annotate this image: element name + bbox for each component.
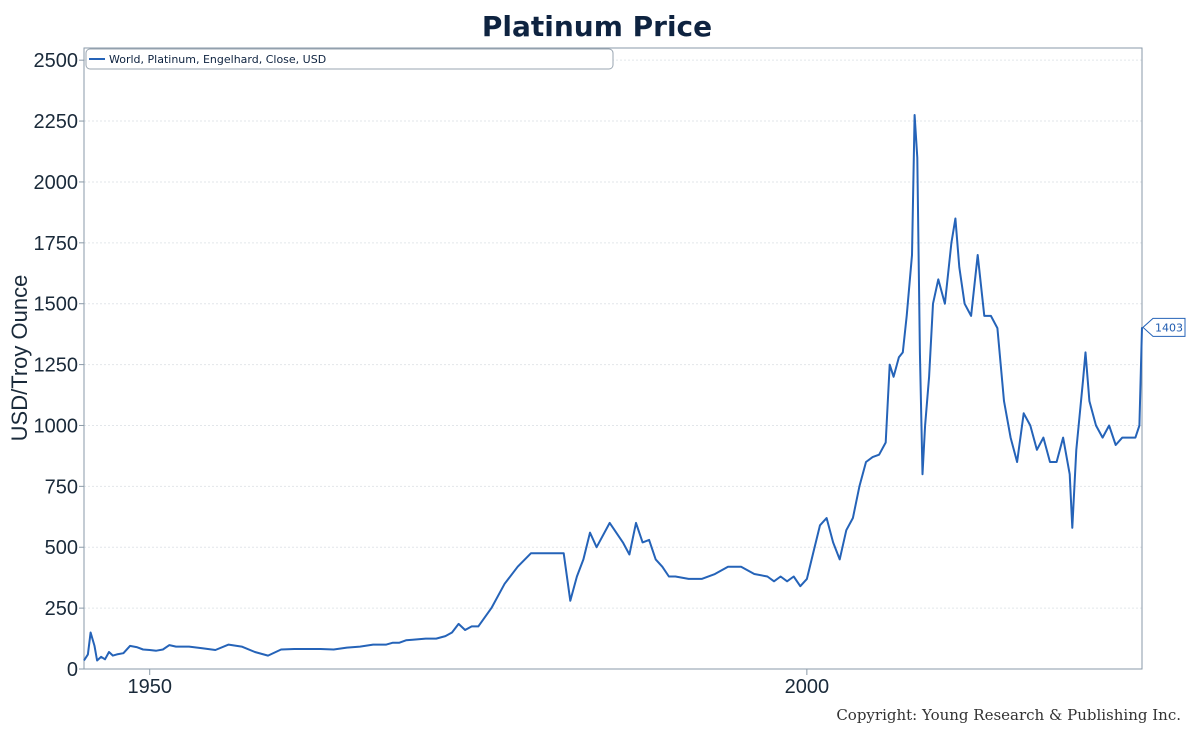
grid-lines bbox=[84, 59, 1142, 609]
y-axis-ticks: 0 250 500 750 1000 1250 1500 1750 2000 2250 2500 bbox=[34, 50, 84, 681]
y-tick-label: 1250 bbox=[34, 355, 79, 377]
y-tick-label: 1000 bbox=[34, 415, 79, 437]
legend-entry-label: World, Platinum, Engelhard, Close, USD bbox=[109, 53, 326, 66]
y-tick-label: 1750 bbox=[34, 233, 79, 255]
y-tick-label: 2000 bbox=[34, 172, 79, 194]
last-value-label: 1403 bbox=[1155, 321, 1183, 334]
last-value-tag: 1403 bbox=[1142, 317, 1186, 337]
legend-box bbox=[85, 48, 614, 70]
y-tick-label: 2500 bbox=[34, 50, 79, 72]
y-tick-label: 1500 bbox=[34, 294, 79, 316]
y-tick-label: 500 bbox=[45, 537, 78, 559]
x-tick-label: 2000 bbox=[785, 676, 830, 698]
y-tick-label: 2250 bbox=[34, 111, 79, 133]
series-line-platinum bbox=[83, 114, 1143, 662]
series-layer bbox=[83, 114, 1143, 662]
copyright-note: Copyright: Young Research & Publishing I… bbox=[836, 706, 1181, 724]
legend: World, Platinum, Engelhard, Close, USD bbox=[85, 48, 614, 70]
y-axis-title: USD/Troy Ounce bbox=[7, 275, 32, 442]
y-tick-label: 0 bbox=[67, 659, 78, 681]
x-tick-label: 1950 bbox=[127, 676, 172, 698]
last-value-tag-shape bbox=[1142, 317, 1186, 337]
plot-area-border bbox=[83, 47, 1143, 670]
y-tick-label: 750 bbox=[45, 476, 78, 498]
x-axis-ticks: 1950 2000 bbox=[127, 669, 829, 698]
y-tick-label: 250 bbox=[45, 598, 78, 620]
chart-title: Platinum Price bbox=[482, 10, 712, 43]
